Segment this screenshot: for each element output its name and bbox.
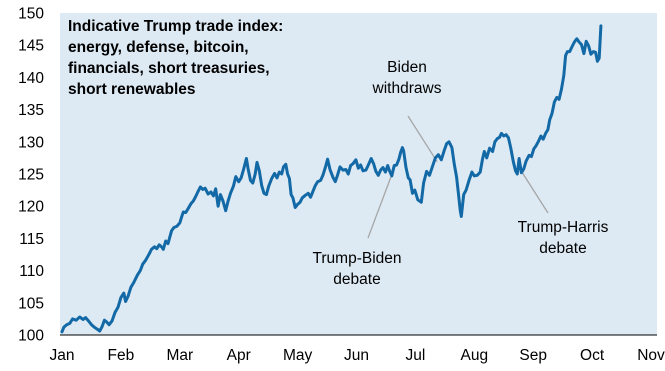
x-axis-tick-labels: Jan Feb Mar Apr May Jun Jul Aug Sep Oct Nov (50, 347, 665, 364)
chart-title-line-1: Indicative Trump trade index: (68, 18, 283, 35)
x-tick-label-sep: Sep (519, 347, 547, 364)
x-tick-label-nov: Nov (637, 347, 665, 364)
x-tick-label-may: May (283, 347, 313, 364)
x-tick-label-oct: Oct (580, 347, 605, 364)
x-tick-label-jan: Jan (50, 347, 75, 364)
y-tick-label-130: 130 (18, 134, 44, 151)
y-tick-label-135: 135 (18, 102, 44, 119)
y-tick-label-120: 120 (18, 199, 44, 216)
y-tick-label-125: 125 (18, 167, 44, 184)
annotation-leader-lines (367, 115, 549, 239)
chart-title-line-2: energy, defense, bitcoin, (68, 39, 249, 56)
y-tick-label-105: 105 (18, 295, 44, 312)
series-line-trump-trade-index (60, 24, 603, 334)
y-axis-tick-labels: 100 105 110 115 120 125 130 135 140 145 150 (18, 6, 44, 345)
chart-title-line-4: short renewables (68, 81, 196, 98)
annotations: Biden withdraws Trump-Biden debate Trump-Har… (312, 59, 608, 288)
annotation-leader-trump-harris-debate (518, 167, 549, 214)
plot-area (60, 13, 657, 335)
y-tick-label-115: 115 (19, 231, 44, 248)
x-tick-label-aug: Aug (461, 347, 489, 364)
annotation-label-trump-biden-debate-line-1: Trump-Biden (312, 250, 401, 267)
x-tick-label-feb: Feb (108, 347, 135, 364)
chart-title: Indicative Trump trade index: energy, def… (68, 18, 283, 98)
annotation-label-trump-harris-debate-line-1: Trump-Harris (518, 219, 609, 236)
annotation-label-biden-withdraws-line-1: Biden (387, 59, 427, 76)
x-tick-label-apr: Apr (227, 347, 251, 364)
y-tick-label-100: 100 (18, 328, 44, 345)
y-tick-label-150: 150 (18, 6, 44, 23)
annotation-label-trump-harris-debate-line-2: debate (539, 240, 586, 257)
x-tick-label-jul: Jul (405, 347, 425, 364)
annotation-leader-trump-biden-debate (367, 164, 397, 239)
annotation-leader-biden-withdraws (407, 115, 438, 163)
annotation-label-biden-withdraws-line-2: withdraws (372, 80, 442, 97)
chart-title-line-3: financials, short treasuries, (68, 60, 270, 77)
y-tick-label-140: 140 (18, 70, 44, 87)
annotation-label-trump-biden-debate-line-2: debate (333, 271, 380, 288)
x-tick-label-jun: Jun (344, 347, 369, 364)
y-tick-label-145: 145 (18, 38, 44, 55)
y-tick-label-110: 110 (19, 263, 44, 280)
x-tick-label-mar: Mar (166, 347, 193, 364)
